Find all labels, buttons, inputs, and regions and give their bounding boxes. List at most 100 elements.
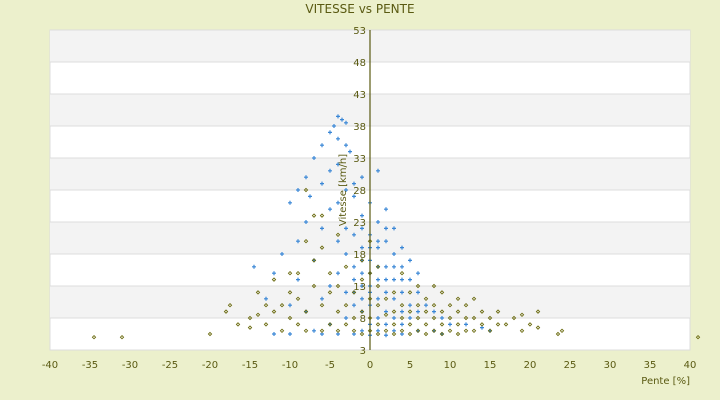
data-point [375,283,381,289]
data-point [407,331,413,337]
data-point [423,331,429,337]
data-point [335,283,341,289]
data-point [424,303,428,308]
data-point [288,332,292,336]
x-tick-label: -40 [42,360,58,371]
data-point [392,226,396,231]
data-point [391,290,397,295]
data-point [495,322,501,327]
data-point [407,309,413,314]
data-point [559,328,565,334]
data-point [400,264,404,269]
data-point [296,277,300,282]
data-point [308,194,312,199]
data-point [336,239,340,244]
data-point [280,252,284,256]
data-point [287,290,293,295]
data-point [384,277,388,282]
x-tick-label: -35 [82,360,98,371]
data-point [227,302,233,308]
data-point [287,315,293,321]
data-point [312,328,316,333]
data-point [312,156,316,160]
data-point [487,315,493,321]
data-point [304,220,308,224]
data-point [352,264,356,269]
data-point [527,322,533,327]
data-point [399,315,405,321]
x-tick-label: -15 [242,360,258,371]
data-point [340,117,344,122]
data-point [252,264,256,269]
data-point [416,309,420,314]
data-point [463,315,469,321]
data-point [383,312,389,318]
data-point [400,309,404,314]
y-tick-label: 13 [353,282,366,293]
data-point [415,328,421,334]
data-point [327,270,333,276]
x-tick-label: -5 [325,360,335,371]
data-point [328,207,332,212]
data-point [327,322,333,327]
data-point [423,309,429,314]
data-point [91,334,97,340]
data-point [344,290,348,295]
data-point [344,316,348,320]
data-point [376,168,380,173]
data-point [327,290,333,295]
data-point [495,309,501,314]
data-point [207,331,213,337]
x-axis-label: Pente [%] [641,376,690,387]
data-point [255,290,261,295]
data-point [383,328,389,334]
data-point [303,309,309,314]
y-axis-label: Vitesse [km/h] [338,154,349,226]
data-point [423,322,429,327]
data-point [344,143,348,148]
data-point [336,114,340,119]
data-point [535,325,541,330]
data-point [328,168,332,173]
x-tick-label: 0 [367,360,373,371]
data-point [296,188,300,192]
data-point [376,277,380,282]
y-tick-label: 3 [360,346,366,357]
data-point [535,309,541,314]
data-point [352,303,356,308]
data-point [360,245,364,250]
x-tick-label: -20 [202,360,218,371]
data-point [455,296,461,302]
data-point [392,252,396,256]
data-point [359,331,365,337]
data-point [376,239,380,244]
data-point [375,322,381,327]
data-point [447,315,453,321]
x-tick-label: 30 [604,360,617,371]
x-tick-label: 20 [524,360,537,371]
x-tick-label: 15 [484,360,497,371]
data-point [463,328,469,334]
data-point [375,302,381,308]
data-point [335,328,341,334]
data-point [235,322,241,327]
data-point [303,238,309,244]
data-point [296,239,300,244]
data-point [471,315,477,321]
data-point [416,290,420,295]
data-point [272,332,276,336]
data-point [319,245,325,250]
data-point [407,290,413,295]
data-point [336,200,340,205]
data-point [464,322,468,327]
data-point [247,315,253,321]
data-point [343,264,349,270]
data-point [391,322,397,327]
data-point [415,302,421,308]
data-point [408,303,412,308]
data-point [384,264,388,269]
data-point [408,277,412,282]
data-point [359,258,365,263]
data-point [344,120,348,125]
